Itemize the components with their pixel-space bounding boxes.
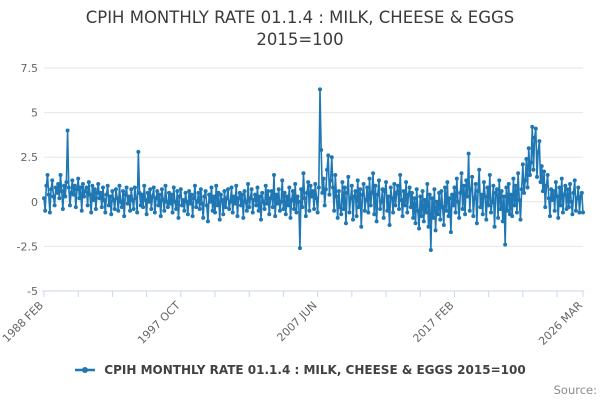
svg-text:2017 FEB: 2017 FEB	[410, 299, 456, 345]
svg-text:2.5: 2.5	[21, 151, 39, 164]
chart-title-line1: CPIH MONTHLY RATE 01.1.4 : MILK, CHEESE …	[85, 8, 515, 27]
svg-text:1988 FEB: 1988 FEB	[0, 299, 46, 345]
x-axis	[42, 290, 584, 297]
chart-title-line2: 2015=100	[256, 29, 344, 49]
gridlines	[44, 67, 583, 292]
svg-text:-2.5: -2.5	[17, 240, 38, 253]
svg-text:7.5: 7.5	[21, 62, 39, 75]
legend-line-marker-icon	[75, 367, 96, 373]
legend-label: CPIH MONTHLY RATE 01.1.4 : MILK, CHEESE …	[104, 363, 526, 377]
svg-text:2026 MAR: 2026 MAR	[536, 299, 585, 348]
svg-text:-5: -5	[27, 285, 38, 298]
svg-text:1997 OCT: 1997 OCT	[135, 299, 183, 347]
legend-item[interactable]: CPIH MONTHLY RATE 01.1.4 : MILK, CHEESE …	[0, 363, 600, 377]
data-series[interactable]	[42, 87, 585, 252]
svg-text:5: 5	[31, 107, 38, 120]
y-axis-labels: 7.5 5 2.5 0 -2.5 -5	[17, 62, 38, 298]
chart-title: CPIH MONTHLY RATE 01.1.4 : MILK, CHEESE …	[0, 7, 600, 51]
svg-text:0: 0	[31, 196, 38, 209]
x-axis-labels: 1988 FEB 1997 OCT 2007 JUN 2017 FEB 2026 MAR	[0, 299, 585, 348]
svg-text:2007 JUN: 2007 JUN	[274, 299, 319, 344]
source-label: Source:	[553, 383, 597, 397]
